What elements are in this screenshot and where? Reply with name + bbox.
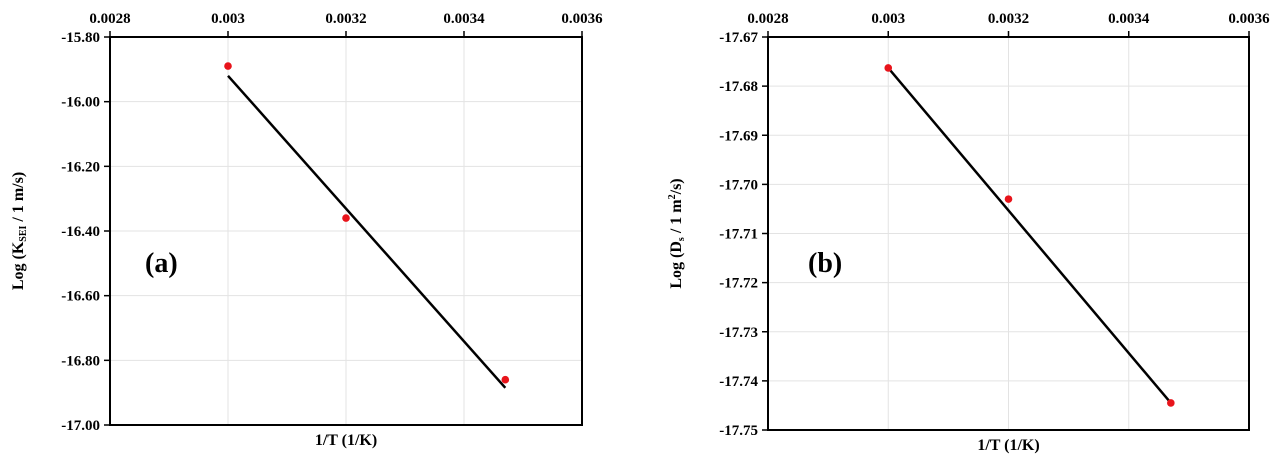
x-tick-label: 0.0034 (1108, 11, 1150, 27)
panel-b: 0.0028 0.003 0.0032 0.0034 0.0036 -17.67 -17.6… (667, 11, 1270, 454)
x-tick-label: 0.0032 (988, 11, 1029, 27)
y-tick-label: -17.73 (719, 325, 758, 341)
y-axis-title-subscript: s (676, 237, 687, 241)
data-point (224, 62, 232, 70)
x-tick-label: 0.0028 (747, 11, 788, 27)
y-axis-title: Log (KSEI / 1 m/s) (10, 172, 29, 290)
y-tick-label: -16.00 (61, 95, 100, 111)
x-tick-label: 0.0032 (325, 11, 366, 27)
x-tick-label: 0.0034 (443, 11, 485, 27)
y-tick-label: -16.60 (61, 289, 100, 305)
y-axis-title-text: /s) (668, 178, 685, 195)
data-point (501, 375, 510, 384)
fit-line (227, 74, 507, 389)
panel-label: (b) (808, 248, 842, 279)
y-axis-title-text: Log (K (10, 241, 27, 290)
x-tick-label: 0.0036 (561, 11, 603, 27)
panel-label: (a) (145, 248, 178, 279)
y-tick-label: -16.40 (61, 224, 100, 240)
y-tick-label: -17.68 (719, 79, 758, 95)
y-tick-label: -17.67 (719, 30, 758, 46)
y-axis-title-text: / 1 m/s) (10, 172, 27, 226)
y-tick-label: -17.72 (719, 276, 758, 292)
fit-line (887, 67, 1172, 404)
x-tick-label: 0.0028 (89, 11, 130, 27)
x-axis-title: 1/T (1/K) (315, 432, 377, 449)
x-axis-title: 1/T (1/K) (977, 437, 1039, 454)
y-axis-title: Log (Ds / 1 m2/s) (667, 178, 687, 288)
y-tick-label: -17.69 (719, 128, 758, 144)
y-tick-label: -15.80 (61, 30, 100, 46)
y-tick-label: -17.00 (61, 418, 100, 434)
x-tick-label: 0.003 (211, 11, 245, 27)
y-tick-label: -17.71 (719, 227, 758, 243)
y-axis-title-text: Log (D (668, 241, 685, 289)
x-tick-label: 0.0036 (1228, 11, 1270, 27)
data-point (1167, 399, 1175, 407)
y-axis-title-superscript: 2 (667, 194, 678, 199)
y-tick-label: -17.70 (719, 177, 758, 193)
data-point (884, 64, 893, 72)
y-tick-label: -17.74 (719, 374, 758, 390)
x-tick-label: 0.003 (871, 11, 905, 27)
data-point (342, 214, 350, 222)
y-axis-title-text: / 1 m (668, 199, 685, 237)
data-point (1004, 195, 1013, 203)
y-tick-label: -16.20 (61, 159, 100, 175)
y-tick-label: -16.80 (61, 353, 100, 369)
y-tick-label: -17.75 (719, 423, 758, 439)
panel-a: 0.0028 0.003 0.0032 0.0034 0.0036 -15.80 -16.0… (10, 11, 603, 449)
y-axis-title-subscript: SEI (18, 225, 29, 241)
